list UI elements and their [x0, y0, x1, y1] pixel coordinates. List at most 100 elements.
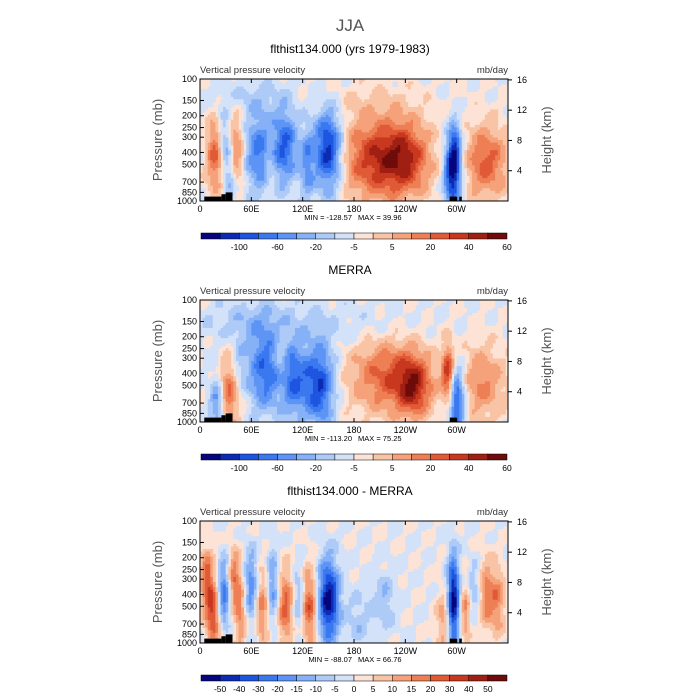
field-cell: [325, 183, 329, 187]
field-cell: [472, 132, 475, 136]
field-cell: [413, 124, 416, 128]
field-cell: [441, 170, 445, 174]
field-cell: [474, 162, 478, 166]
field-cell: [469, 160, 473, 164]
field-cell: [474, 180, 478, 184]
field-cell: [307, 142, 311, 146]
field-cell: [318, 122, 321, 126]
field-cell: [325, 129, 329, 133]
field-cell: [274, 198, 278, 201]
field-cell: [310, 96, 314, 100]
field-cell: [464, 162, 468, 166]
field-cell: [294, 91, 298, 95]
field-cell: [225, 89, 229, 93]
field-cell: [210, 91, 214, 95]
field-cell: [264, 150, 268, 154]
field-cell: [474, 173, 478, 176]
field-cell: [287, 160, 291, 164]
field-cell: [454, 147, 458, 151]
field-cell: [428, 124, 432, 128]
field-cell: [266, 134, 270, 138]
field-cell: [230, 142, 234, 146]
field-cell: [274, 302, 278, 306]
field-cell: [266, 129, 270, 133]
field-cell: [282, 178, 286, 182]
field-cell: [456, 198, 460, 201]
field-cell: [274, 145, 278, 148]
field-cell: [361, 198, 365, 201]
field-cell: [454, 167, 458, 171]
field-cell: [202, 188, 206, 192]
field-cell: [238, 142, 242, 146]
field-cell: [400, 132, 404, 136]
field-cell: [333, 188, 337, 192]
field-cell: [312, 140, 316, 143]
field-cell: [269, 117, 273, 121]
field-cell: [279, 198, 283, 201]
field-cell: [256, 137, 260, 141]
field-cell: [261, 109, 265, 113]
field-cell: [305, 112, 309, 115]
field-cell: [210, 167, 214, 171]
field-cell: [482, 188, 486, 192]
field-cell: [369, 119, 373, 123]
field-cell: [251, 175, 255, 179]
field-cell: [361, 147, 365, 151]
colorbar-label: 60: [502, 242, 512, 252]
field-cell: [407, 180, 411, 184]
field-cell: [289, 152, 293, 156]
field-cell: [369, 101, 373, 105]
field-cell: [477, 165, 481, 169]
field-cell: [425, 140, 429, 143]
field-cell: [397, 106, 401, 110]
field-cell: [330, 198, 334, 201]
field-cell: [407, 134, 411, 138]
field-cell: [500, 137, 504, 141]
field-cell: [287, 173, 291, 176]
field-cell: [323, 134, 327, 138]
field-cell: [405, 129, 409, 133]
field-cell: [395, 188, 398, 192]
field-cell: [274, 150, 278, 154]
field-cell: [264, 109, 268, 113]
field-cell: [294, 79, 298, 82]
field-cell: [384, 140, 388, 143]
field-cell: [407, 170, 411, 174]
field-cell: [289, 109, 293, 113]
field-cell: [400, 124, 404, 128]
field-cell: [448, 173, 452, 176]
field-cell: [469, 175, 473, 179]
field-cell: [402, 106, 406, 110]
field-cell: [223, 300, 227, 303]
field-cell: [323, 84, 327, 87]
field-cell: [320, 86, 324, 90]
field-cell: [492, 122, 496, 126]
field-cell: [289, 129, 293, 133]
field-cell: [448, 165, 452, 169]
field-cell: [284, 91, 288, 95]
field-cell: [397, 190, 401, 194]
field-cell: [361, 140, 365, 143]
field-cell: [336, 162, 339, 166]
field-cell: [330, 180, 334, 184]
field-cell: [217, 185, 221, 189]
field-cell: [446, 81, 450, 85]
field-cell: [256, 106, 260, 110]
field-cell: [323, 157, 327, 161]
field-cell: [354, 183, 357, 187]
field-cell: [217, 86, 221, 90]
field-cell: [364, 117, 368, 121]
field-cell: [264, 190, 268, 194]
field-cell: [328, 152, 332, 156]
field-cell: [307, 114, 311, 118]
field-cell: [294, 178, 298, 182]
field-cell: [302, 106, 306, 110]
field-cell: [307, 185, 311, 189]
field-cell: [366, 195, 370, 199]
field-cell: [279, 127, 283, 131]
field-cell: [233, 188, 237, 192]
field-cell: [297, 190, 301, 194]
field-cell: [371, 185, 375, 189]
field-cell: [300, 106, 304, 110]
field-cell: [325, 198, 329, 201]
